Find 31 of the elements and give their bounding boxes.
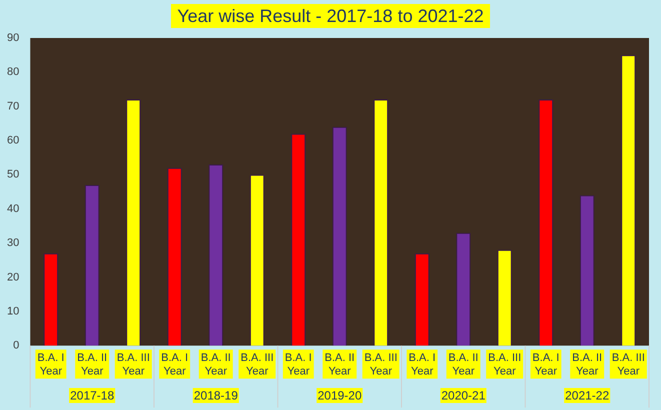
x-tick-label: B.A. II Year [448,352,478,378]
x-tick-label: B.A. III Year [116,352,150,378]
x-tick-label: B.A. I Year [408,352,436,378]
y-tick-label: 80 [6,66,20,78]
x-tick-label: B.A. III Year [364,352,398,378]
text: 2021-22 [565,388,610,402]
text: 2017-18 [70,388,114,402]
y-tick-label: 70 [6,100,20,112]
x-tick-label: B.A. I Year [532,352,560,378]
x-tick-label: B.A. II Year [200,352,231,378]
x-tick-label: B.A. I Year [37,352,64,378]
y-tick-label: 50 [6,168,20,181]
x-tick-label: B.A. II Year [324,352,355,378]
text: 2020-21 [441,388,486,402]
chart-title: Year wise Result - 2017-18 to 2021-22 [171,4,490,28]
x-tick-label: B.A. II Year [77,352,108,378]
text: 2018-19 [194,388,238,402]
x-tick-label: B.A. II Year [572,352,602,378]
y-tick-label: 10 [6,305,20,318]
y-tick-label: 0 [13,340,20,352]
x-tick-label: B.A. I Year [284,352,312,378]
x-tick-label: B.A. III Year [488,352,522,378]
y-tick-label: 40 [6,202,20,215]
x-tick-label: B.A. III Year [612,352,645,378]
y-tick-label: 60 [6,134,20,147]
y-tick-label: 90 [6,32,20,44]
text: 2019-20 [318,388,362,402]
y-tick-label: 20 [6,271,20,284]
x-tick-label: B.A. III Year [240,352,274,378]
x-tick-label: B.A. I Year [161,352,188,378]
y-tick-label: 30 [6,237,20,250]
